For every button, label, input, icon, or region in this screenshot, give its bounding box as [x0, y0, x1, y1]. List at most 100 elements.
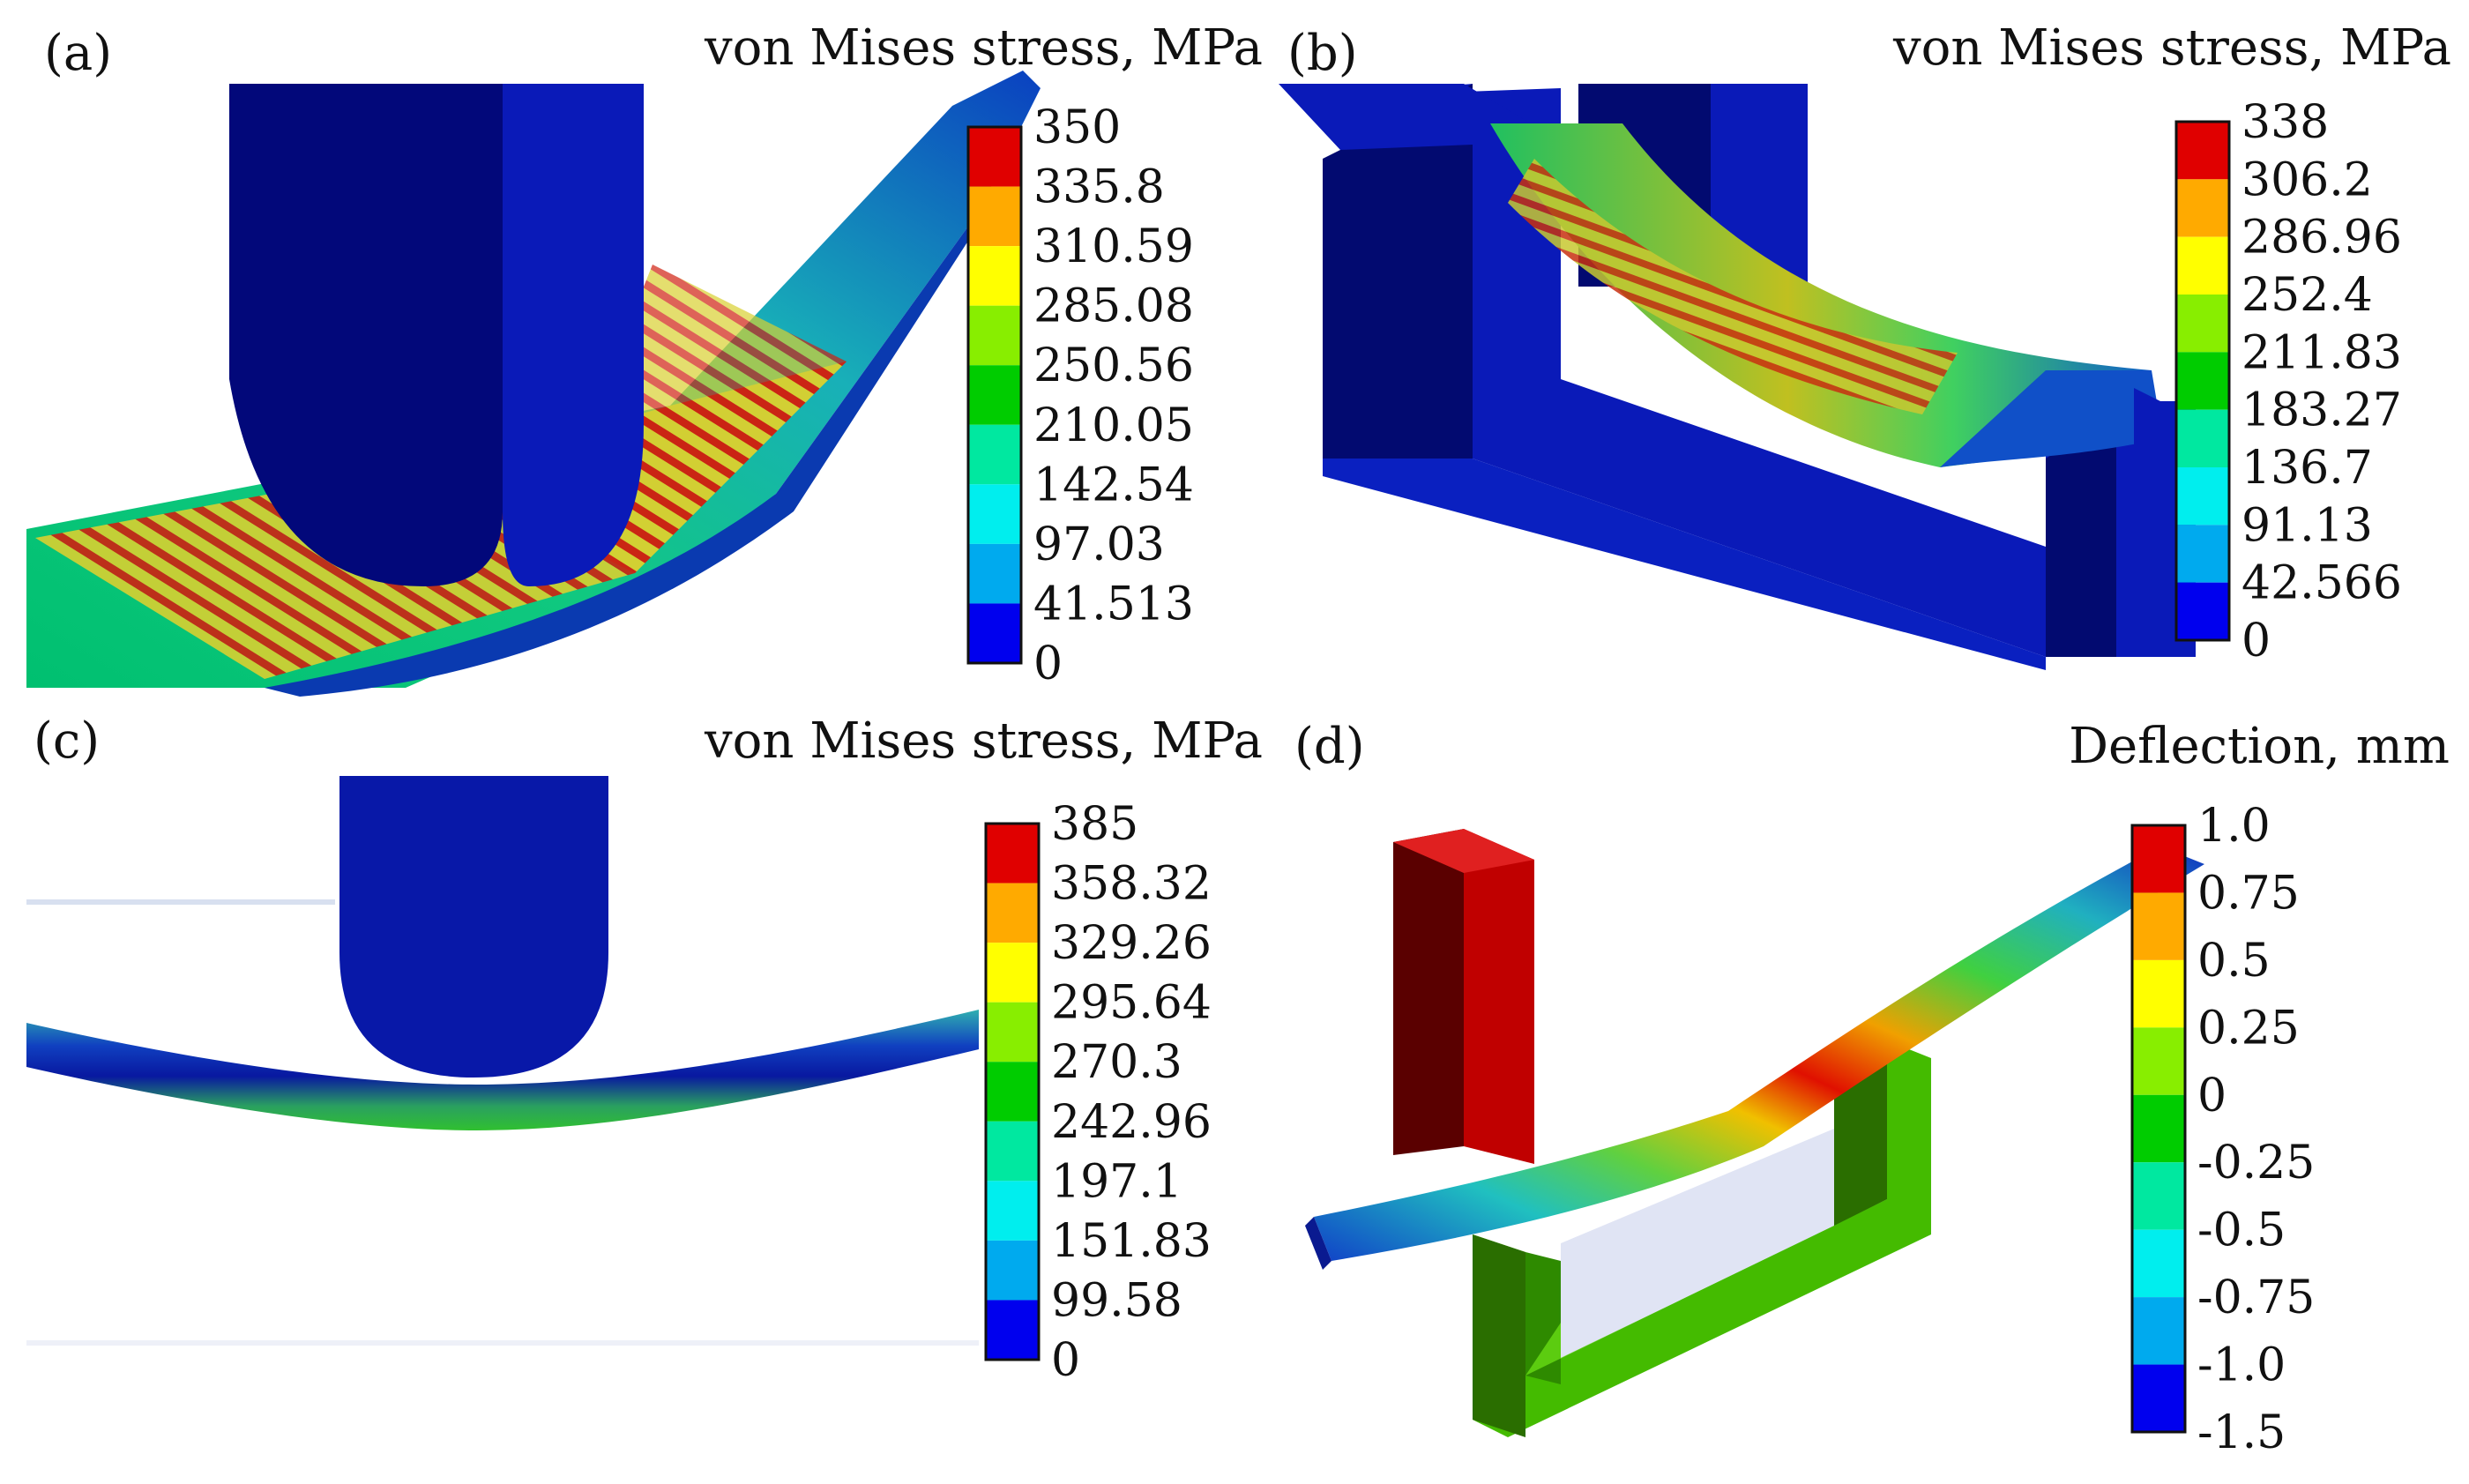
colorbar-band [968, 186, 1021, 247]
panel-label-a: (a) [44, 25, 113, 82]
colorbar-band [968, 246, 1021, 306]
colorbar-tick-label: 338 [2241, 99, 2329, 149]
panel-c-scene [26, 776, 979, 1346]
punch-d [1393, 829, 1464, 1155]
colorbar-tick-label: 41.513 [1033, 578, 1194, 630]
panel-label-b: (b) [1287, 25, 1358, 82]
colorbar-tick-label: 183.27 [2241, 384, 2402, 437]
colorbar-tick-label: 0 [2197, 1070, 2227, 1122]
support-frame-d-dark [1473, 1234, 1525, 1437]
colorbar-band [968, 365, 1021, 425]
colorbar-band [2176, 295, 2229, 353]
colorbar-tick-label: 99.58 [1051, 1274, 1182, 1327]
plate-d [1314, 846, 2204, 1261]
guide-line-c [26, 899, 335, 905]
colorbar-tick-label: -1.5 [2197, 1406, 2286, 1455]
colorbar-tick-label: 295.64 [1051, 977, 1212, 1030]
colorbar-c: 385 358.32 329.26 295.64 270.3 242.96 197.1 151… [984, 801, 1212, 1383]
colorbar-band [2176, 352, 2229, 410]
colorbar-tick-label: 97.03 [1033, 518, 1165, 571]
colorbar-tick-label: 0.75 [2197, 867, 2300, 920]
colorbar-band [968, 305, 1021, 366]
plate-strip-top-b [1279, 84, 1561, 150]
panel-d: (d) Deflection, mm 1.0 0.75 0.5 0.25 0 -0.25 -… [1270, 705, 2469, 1484]
colorbar-tick-label: 142.54 [1033, 459, 1194, 511]
colorbar-band [986, 1002, 1039, 1063]
colorbar-band [968, 603, 1021, 663]
colorbar-tick-label: 0 [2241, 615, 2271, 663]
colorbar-tick-label: 358.32 [1051, 858, 1212, 911]
colorbar-band [986, 883, 1039, 943]
colorbar-tick-label: 250.56 [1033, 339, 1194, 392]
colorbar-tick-label: 0 [1051, 1334, 1080, 1383]
panel-label-c: (c) [34, 712, 101, 770]
colorbar-title-a: von Mises stress, MPa [704, 19, 1263, 77]
colorbar-title-c: von Mises stress, MPa [704, 712, 1263, 770]
colorbar-frame [2130, 824, 2187, 1434]
colorbar-band [2132, 1229, 2185, 1298]
colorbar-tick-label: -1.0 [2197, 1339, 2286, 1392]
colorbar-tick-label: 252.4 [2241, 269, 2373, 322]
colorbar-tick-label: 151.83 [1051, 1215, 1212, 1268]
colorbar-tick-label: 0 [1033, 638, 1063, 686]
colorbar-band [2176, 467, 2229, 526]
colorbar-tick-label: 350 [1033, 104, 1121, 154]
colorbar-band [2176, 582, 2229, 640]
plate-tail-b [1940, 370, 2160, 467]
indenter-c [339, 776, 608, 1078]
panel-label-d: (d) [1294, 718, 1365, 775]
colorbar-tick-label: -0.75 [2197, 1271, 2315, 1324]
panel-a-scene [26, 71, 1041, 697]
plate-edge-a [265, 212, 979, 697]
beam-c [26, 1010, 979, 1130]
panel-d-scene [1305, 829, 2204, 1437]
colorbar-tick-label: -0.25 [2197, 1137, 2315, 1189]
colorbar-tick-label: 286.96 [2241, 212, 2402, 265]
colorbar-band [2132, 1364, 2185, 1432]
colorbar-band [2176, 236, 2229, 295]
colorbar-a: 350 335.8 310.59 285.08 250.56 210.05 142.54 97… [966, 104, 1194, 686]
colorbar-tick-label: 136.7 [2241, 442, 2373, 495]
colorbar-tick-label: 285.08 [1033, 280, 1194, 333]
colorbar-tick-label: -0.5 [2197, 1204, 2286, 1257]
colorbar-tick-label: 329.26 [1051, 917, 1212, 970]
tool-a [229, 84, 503, 586]
support-box-b-dark [1323, 84, 1473, 459]
colorbar-band [968, 424, 1021, 485]
colorbar-tick-label: 310.59 [1033, 220, 1194, 273]
panel-b: (b) von Mises stress, MPa 338 306.2 286.96… [1270, 0, 2469, 705]
colorbar-band [2132, 1162, 2185, 1230]
punch-d-front [1464, 829, 1534, 1164]
colorbar-band [2132, 1094, 2185, 1163]
colorbar-band [986, 1121, 1039, 1182]
striped-region-b [1508, 159, 1958, 414]
colorbar-band [968, 484, 1021, 544]
colorbar-band [2132, 959, 2185, 1028]
colorbar-d: 1.0 0.75 0.5 0.25 0 -0.25 -0.5 -0.75 -1.0 -1.5 [2130, 802, 2315, 1455]
plate-b [1490, 123, 2152, 467]
colorbar-frame [2174, 120, 2231, 642]
tool-a-side [503, 84, 644, 586]
colorbar-tick-label: 1.0 [2197, 802, 2271, 853]
support-right-wall-b-dark [2046, 414, 2116, 657]
colorbar-tick-label: 42.566 [2241, 557, 2402, 610]
colorbar-tick-label: 306.2 [2241, 153, 2373, 206]
colorbar-tick-label: 0.25 [2197, 1002, 2300, 1055]
colorbar-band [2176, 525, 2229, 583]
colorbar-tick-label: 270.3 [1051, 1036, 1182, 1089]
colorbar-frame [966, 125, 1023, 665]
colorbar-tick-label: 335.8 [1033, 161, 1165, 214]
colorbar-title-b: von Mises stress, MPa [1892, 19, 2451, 77]
panel-a: (a) von Mises stress, MPa 350 335.8 310.59… [0, 0, 1270, 705]
colorbar-band [986, 824, 1039, 884]
colorbar-band [2176, 179, 2229, 237]
cavity-d [1561, 1129, 1834, 1358]
colorbar-band [2132, 1297, 2185, 1365]
colorbar-tick-label: 242.96 [1051, 1096, 1212, 1149]
colorbar-tick-label: 210.05 [1033, 399, 1194, 452]
colorbar-frame [984, 822, 1041, 1361]
colorbar-tick-label: 0.5 [2197, 935, 2271, 988]
plate-end-b [2134, 388, 2160, 551]
colorbar-band [968, 543, 1021, 604]
